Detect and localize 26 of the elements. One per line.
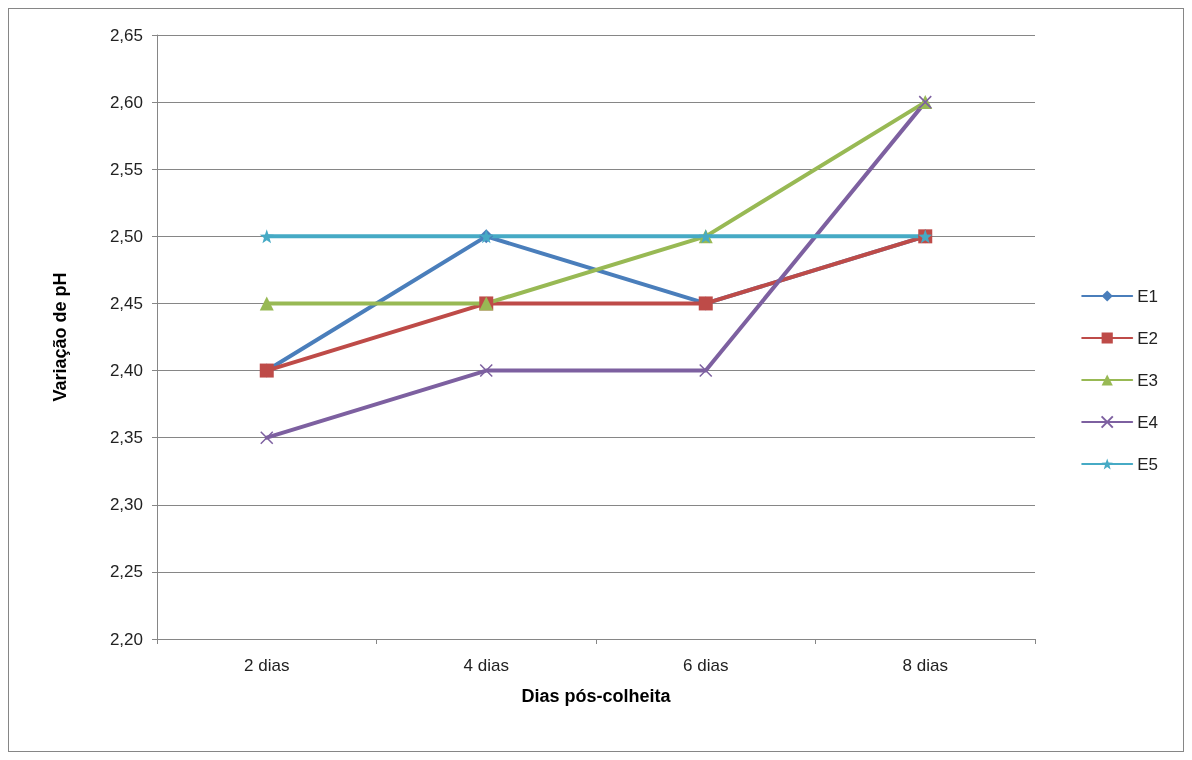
- legend-label: E4: [1137, 412, 1158, 432]
- legend-label: E2: [1137, 328, 1158, 348]
- y-tick-label: 2,25: [109, 562, 143, 582]
- x-tick-label: 6 dias: [683, 656, 729, 675]
- point: [699, 363, 713, 378]
- x-tick-label: 8 dias: [902, 656, 948, 675]
- legend-label: E5: [1137, 454, 1158, 474]
- point: [259, 229, 274, 244]
- y-tick-label: 2,60: [109, 92, 143, 112]
- legend-label: E1: [1137, 286, 1158, 306]
- y-tick-label: 2,20: [109, 629, 143, 649]
- y-tick-label: 2,50: [109, 226, 143, 246]
- legend-label: E3: [1137, 370, 1158, 390]
- y-tick-label: 2,40: [109, 361, 143, 381]
- y-tick-label: 2,55: [109, 159, 143, 179]
- y-tick-label: 2,35: [109, 428, 143, 448]
- x-tick-label: 4 dias: [463, 656, 509, 675]
- y-tick-label: 2,45: [109, 293, 143, 313]
- y-tick-label: 2,65: [109, 25, 143, 45]
- point: [259, 296, 274, 311]
- point: [479, 363, 493, 378]
- x-axis-title: Dias pós-colheita: [521, 686, 672, 706]
- y-axis-title: Variação de pH: [50, 272, 70, 402]
- y-tick-label: 2,30: [109, 495, 143, 515]
- x-tick-label: 2 dias: [244, 656, 290, 675]
- point: [260, 430, 274, 445]
